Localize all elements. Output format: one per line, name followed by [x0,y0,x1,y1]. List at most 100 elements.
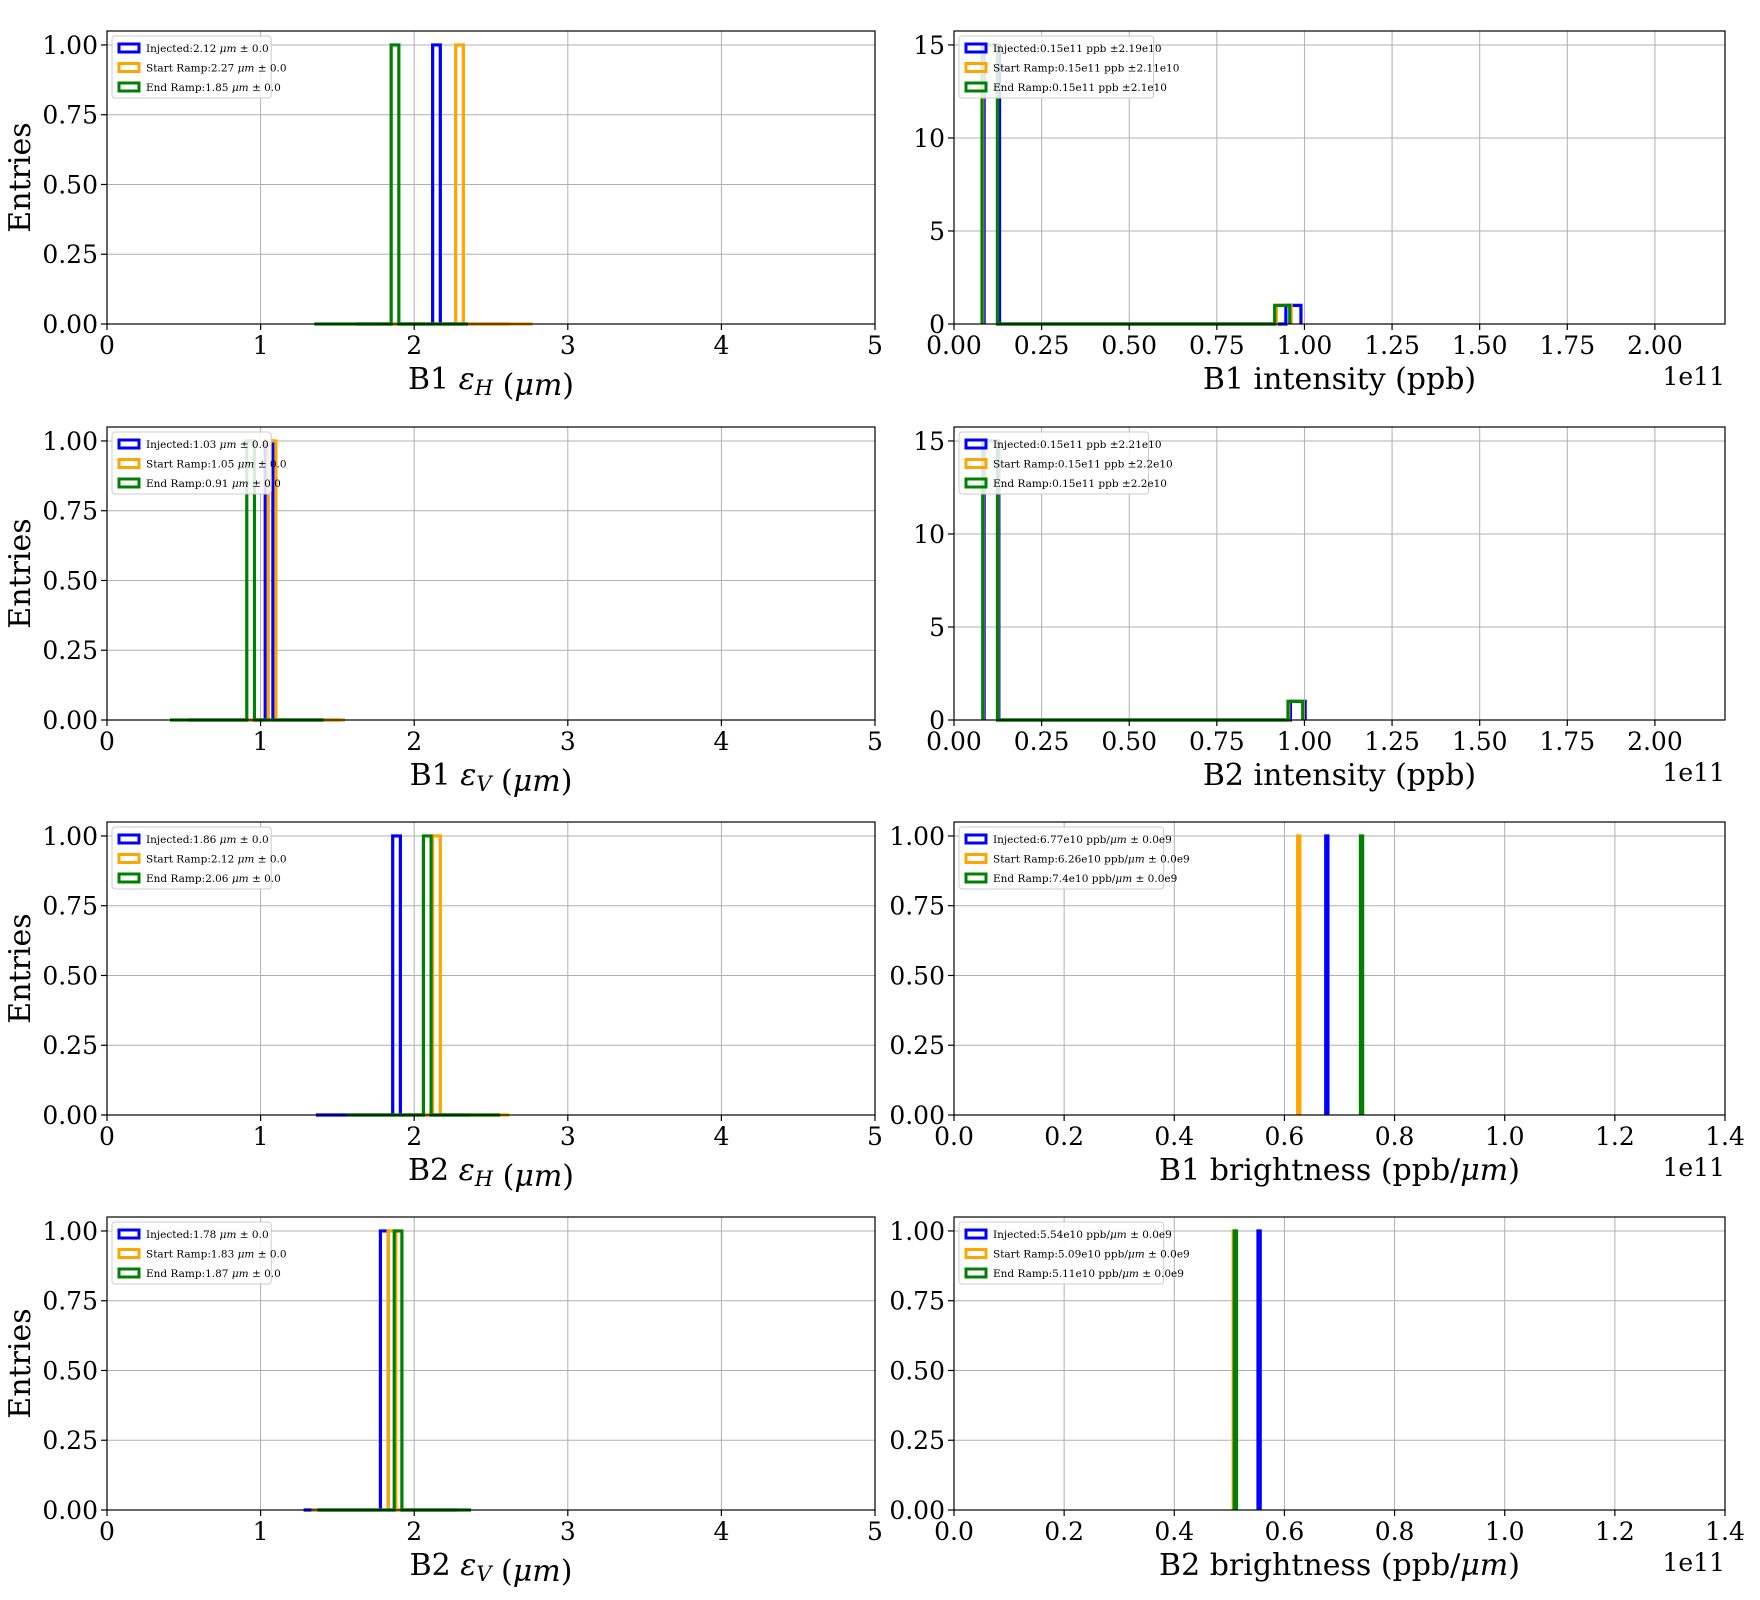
legend-entry: Injected:5.54e10 ppb/μm ± 0.0e9 [993,1229,1172,1241]
y-tick-label: 1.00 [42,31,98,60]
histogram-start_ramp [1296,834,1302,1115]
legend-swatch-start_ramp [964,1248,988,1259]
y-tick-label: 0.75 [42,497,98,526]
legend-swatch-injected [964,42,988,54]
legend-swatch-start_ramp [117,1248,141,1259]
x-offset-label: 1e11 [1662,362,1725,391]
x-tick-label: 2.00 [1627,331,1683,360]
histogram-injected [1324,834,1330,1115]
x-tick-label: 1.75 [1539,727,1595,756]
legend: Injected:1.03 μm ± 0.0 Start Ramp:1.05 μm… [111,431,287,495]
x-tick-label: 4 [713,1122,729,1151]
legend-entry: Injected:1.78 μm ± 0.0 [146,1229,269,1241]
legend-swatch-end_ramp [964,1267,988,1279]
legend: Injected:0.15e11 ppb ±2.21e10 Start Ramp:… [958,431,1173,495]
y-tick-label: 0.00 [42,706,98,735]
y-tick-label: 0.00 [42,1496,98,1525]
y-tick-label: 0 [929,310,945,339]
y-tick-label: 0.25 [889,1426,945,1455]
y-tick-label: 0.50 [42,961,98,990]
x-tick-label: 0.4 [1154,1517,1194,1546]
x-tick-label: 0.0 [934,1122,974,1151]
x-tick-label: 2 [406,1122,422,1151]
legend-swatch-start_ramp [117,62,141,73]
y-axis-label: Entries [3,122,38,232]
x-tick-label: 1.4 [1705,1122,1745,1151]
legend-frame [111,1221,272,1285]
x-tick-label: 0.6 [1265,1517,1305,1546]
legend-frame [111,431,272,495]
y-axis-label: Entries [3,518,38,628]
x-tick-label: 4 [713,1517,729,1546]
y-tick-label: 0.75 [889,892,945,921]
plot-frame [953,1216,1726,1511]
plot-frame [953,821,1726,1116]
y-tick-label: 0 [929,706,945,735]
y-tick-label: 0.25 [42,1031,98,1060]
x-tick-label: 0 [99,331,115,360]
x-axis-label: B1 εH (μm) [408,362,574,403]
legend-swatch-injected [964,1228,988,1240]
subplot-b2-int: 0.00 0.25 0.50 0.75 1.00 1.25 1.50 1.75 2.00 0 5 10… [913,426,1726,793]
x-tick-label: 4 [713,331,729,360]
x-tick-label: 1.25 [1364,727,1420,756]
legend-entry: End Ramp:0.91 μm ± 0.0 [146,478,281,490]
legend-swatch-injected [117,438,141,450]
legend-entry: Start Ramp:0.15e11 ppb ±2.2e10 [993,459,1173,471]
y-tick-label: 0.25 [889,1031,945,1060]
histogram-injected [1256,1229,1262,1510]
legend-swatch-start_ramp [964,853,988,864]
y-axis-label: Entries [3,913,38,1023]
x-tick-label: 1.0 [1485,1517,1525,1546]
legend-entry: Injected:2.12 μm ± 0.0 [146,43,269,55]
x-axis-label: B2 εH (μm) [408,1153,574,1194]
legend-entry: Start Ramp:2.27 μm ± 0.0 [146,63,287,75]
y-tick-label: 1.00 [42,1217,98,1246]
x-axis-label: B2 intensity (ppb) [1203,758,1476,793]
x-tick-label: 0.50 [1101,727,1157,756]
plot-frame [106,30,876,325]
y-tick-label: 0.25 [42,240,98,269]
y-tick-label: 0.00 [889,1496,945,1525]
legend: Injected:0.15e11 ppb ±2.19e10 Start Ramp:… [958,35,1179,99]
x-tick-label: 3 [560,1517,576,1546]
x-offset-label: 1e11 [1662,758,1725,787]
y-tick-label: 10 [913,124,945,153]
y-tick-label: 0.50 [42,170,98,199]
x-tick-label: 0.50 [1101,331,1157,360]
x-tick-label: 5 [867,1122,883,1151]
x-tick-label: 0.4 [1154,1122,1194,1151]
legend-entry: End Ramp:0.15e11 ppb ±2.2e10 [993,478,1167,490]
x-axis-label: B2 brightness (ppb/μm) [1159,1548,1520,1583]
legend-swatch-injected [964,438,988,450]
x-tick-label: 0.25 [1014,331,1070,360]
legend-frame [111,826,272,890]
x-tick-label: 5 [867,331,883,360]
x-tick-label: 3 [560,331,576,360]
x-tick-label: 0.0 [934,1517,974,1546]
x-offset-label: 1e11 [1662,1153,1725,1182]
legend-swatch-end_ramp [117,81,141,93]
histogram-end_ramp [1232,1229,1239,1510]
x-tick-label: 1.50 [1452,331,1508,360]
x-tick-label: 0.8 [1375,1122,1415,1151]
legend-entry: Start Ramp:6.26e10 ppb/μm ± 0.0e9 [993,854,1190,866]
histogram-end_ramp [1358,834,1365,1115]
x-tick-label: 3 [560,727,576,756]
y-tick-label: 5 [929,613,945,642]
y-tick-label: 1.00 [889,1217,945,1246]
y-tick-label: 0.75 [42,101,98,130]
plot-frame [106,426,876,721]
subplot-b2-bright: 0.0 0.2 0.4 0.6 0.8 1.0 1.2 1.4 0.00 0.25 0.50 0.75… [889,1216,1745,1583]
legend-entry: End Ramp:5.11e10 ppb/μm ± 0.0e9 [993,1268,1184,1280]
subplot-b1-int: 0.00 0.25 0.50 0.75 1.00 1.25 1.50 1.75 2.00 0 5 10… [913,30,1726,397]
legend-frame [958,826,1165,890]
subplot-b2-ev: 0 1 2 3 4 5 0.00 0.25 0.50 0.75 1.00 B2 εV (μm) Entr… [3,1216,883,1589]
y-tick-label: 0.75 [889,1287,945,1316]
legend-swatch-start_ramp [117,458,141,469]
x-tick-label: 1.50 [1452,727,1508,756]
x-tick-label: 0 [99,727,115,756]
legend-swatch-start_ramp [117,853,141,864]
y-tick-label: 0.00 [42,310,98,339]
x-tick-label: 1.00 [1277,331,1333,360]
